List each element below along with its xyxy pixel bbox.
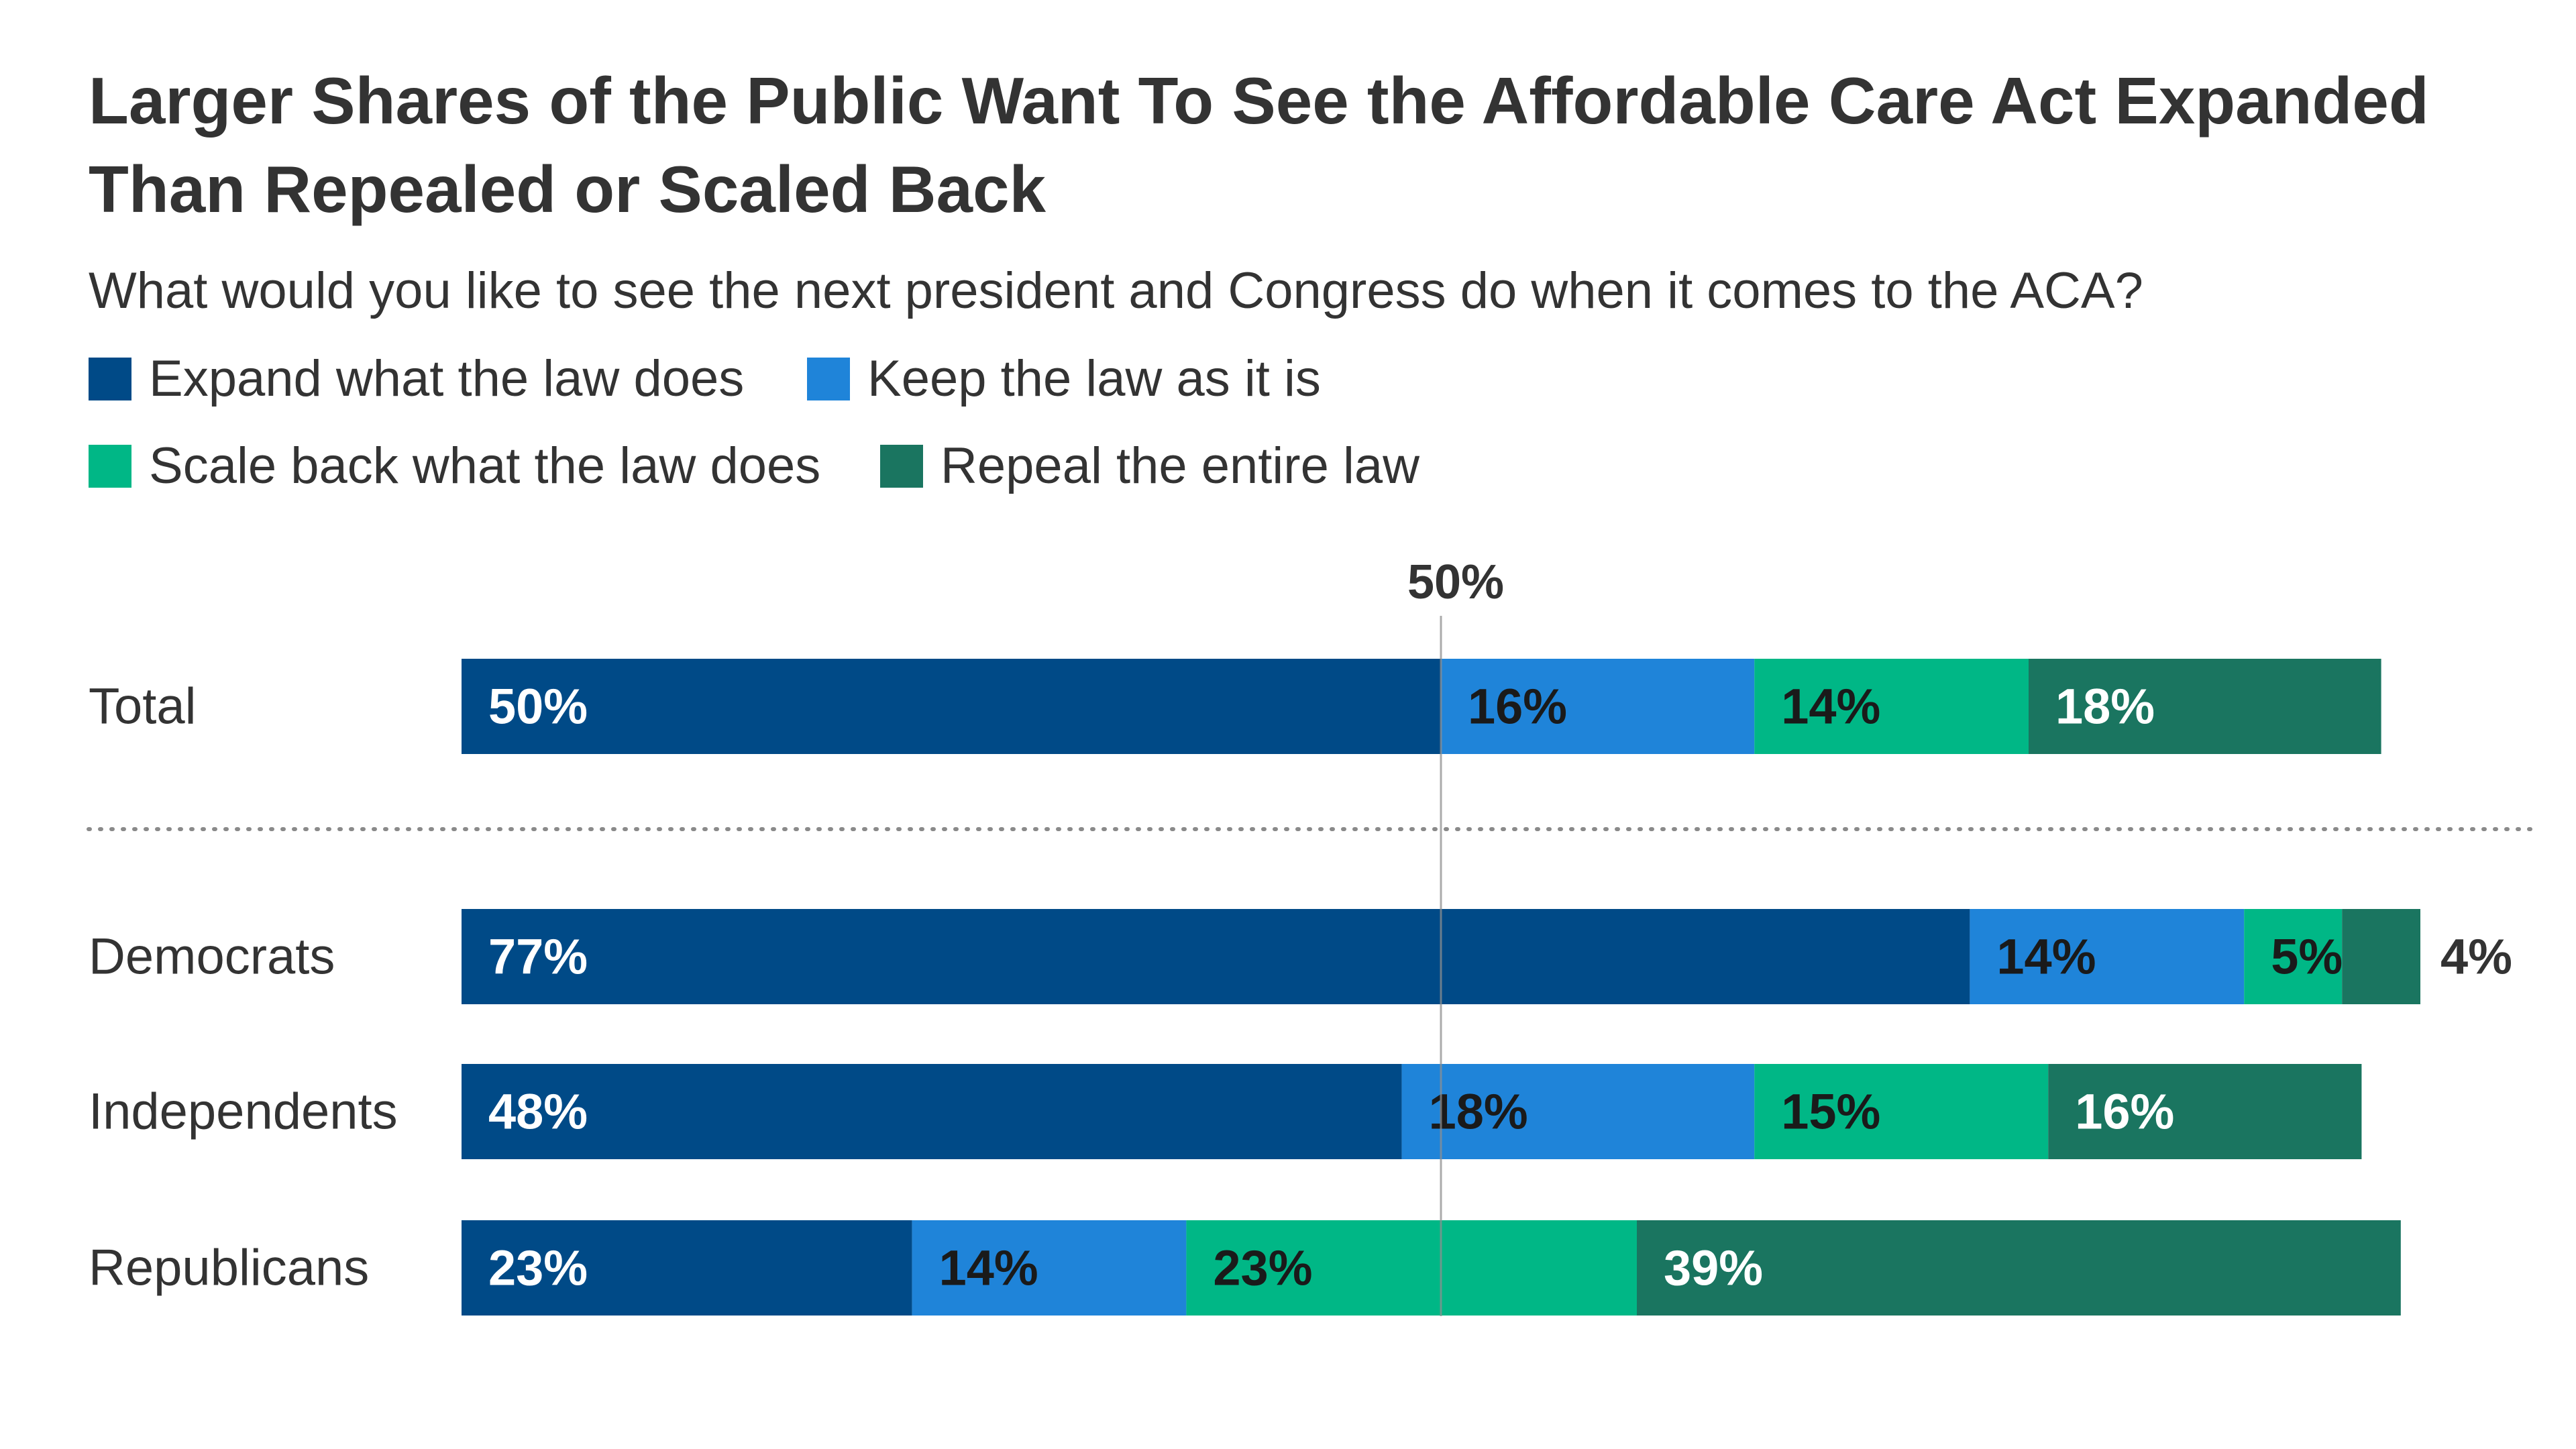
bar-independents-keep-the-law-as-it-is [1401, 1064, 1755, 1159]
data-label-democrats-expand-what-the-law-does: 77% [488, 929, 588, 985]
bar-republicans-repeal-the-entire-law [1637, 1220, 2401, 1316]
legend-swatch-repeal [880, 445, 923, 488]
legend-item-keep: Keep the law as it is [807, 345, 1321, 413]
bar-democrats-keep-the-law-as-it-is [1970, 909, 2245, 1004]
bar-total-keep-the-law-as-it-is [1441, 659, 1755, 754]
category-label-total: Total [89, 678, 197, 735]
bar-independents-repeal-the-entire-law [2048, 1064, 2362, 1159]
legend-label-expand: Expand what the law does [149, 350, 745, 407]
reference-line-label: 50% [1407, 555, 1504, 609]
data-label-independents-scale-back-what-the-law-does: 15% [1781, 1084, 1880, 1140]
legend-swatch-scale-back [89, 445, 131, 488]
legend-label-scale-back: Scale back what the law does [149, 437, 821, 494]
data-label-republicans-scale-back-what-the-law-does: 23% [1213, 1240, 1312, 1296]
data-label-republicans-expand-what-the-law-does: 23% [488, 1240, 588, 1296]
chart-subtitle: What would you like to see the next pres… [89, 262, 2143, 319]
legend-label-repeal: Repeal the entire law [941, 437, 1419, 494]
bar-democrats-repeal-the-entire-law [2342, 909, 2420, 1004]
data-label-republicans-repeal-the-entire-law: 39% [1664, 1240, 1763, 1296]
data-label-independents-keep-the-law-as-it-is: 18% [1429, 1084, 1528, 1140]
category-label-republicans: Republicans [89, 1240, 369, 1297]
bar-republicans-expand-what-the-law-does [462, 1220, 912, 1316]
bar-total-expand-what-the-law-does [462, 659, 1441, 754]
data-label-total-repeal-the-entire-law: 18% [2055, 679, 2155, 735]
data-label-total-keep-the-law-as-it-is: 16% [1468, 679, 1567, 735]
data-label-democrats-keep-the-law-as-it-is: 14% [1996, 929, 2096, 985]
data-label-independents-repeal-the-entire-law: 16% [2075, 1084, 2174, 1140]
legend-item-expand: Expand what the law does [89, 345, 744, 413]
legend-item-repeal: Repeal the entire law [880, 433, 1419, 500]
data-label-independents-expand-what-the-law-does: 48% [488, 1084, 588, 1140]
category-label-independents: Independents [89, 1083, 398, 1140]
bar-democrats-expand-what-the-law-does [462, 909, 1970, 1004]
data-label-democrats-repeal-the-entire-law: 4% [2440, 929, 2512, 985]
bar-republicans-scale-back-what-the-law-does [1186, 1220, 1637, 1316]
data-label-total-expand-what-the-law-does: 50% [488, 679, 588, 735]
data-label-republicans-keep-the-law-as-it-is: 14% [939, 1240, 1038, 1296]
legend-item-scale-back: Scale back what the law does [89, 433, 820, 500]
legend-label-keep: Keep the law as it is [867, 350, 1321, 407]
bar-total-repeal-the-entire-law [2029, 659, 2381, 754]
bar-independents-expand-what-the-law-does [462, 1064, 1402, 1159]
category-label-democrats: Democrats [89, 928, 335, 985]
bar-republicans-keep-the-law-as-it-is [912, 1220, 1187, 1316]
bar-democrats-scale-back-what-the-law-does [2244, 909, 2343, 1004]
bar-total-scale-back-what-the-law-does [1754, 659, 2029, 754]
legend-swatch-expand [89, 358, 131, 400]
data-label-total-scale-back-what-the-law-does: 14% [1781, 679, 1880, 735]
chart-title: Larger Shares of the Public Want To See … [89, 64, 2429, 226]
bar-independents-scale-back-what-the-law-does [1754, 1064, 2049, 1159]
data-label-democrats-scale-back-what-the-law-does: 5% [2271, 929, 2343, 985]
legend-swatch-keep [807, 358, 850, 400]
